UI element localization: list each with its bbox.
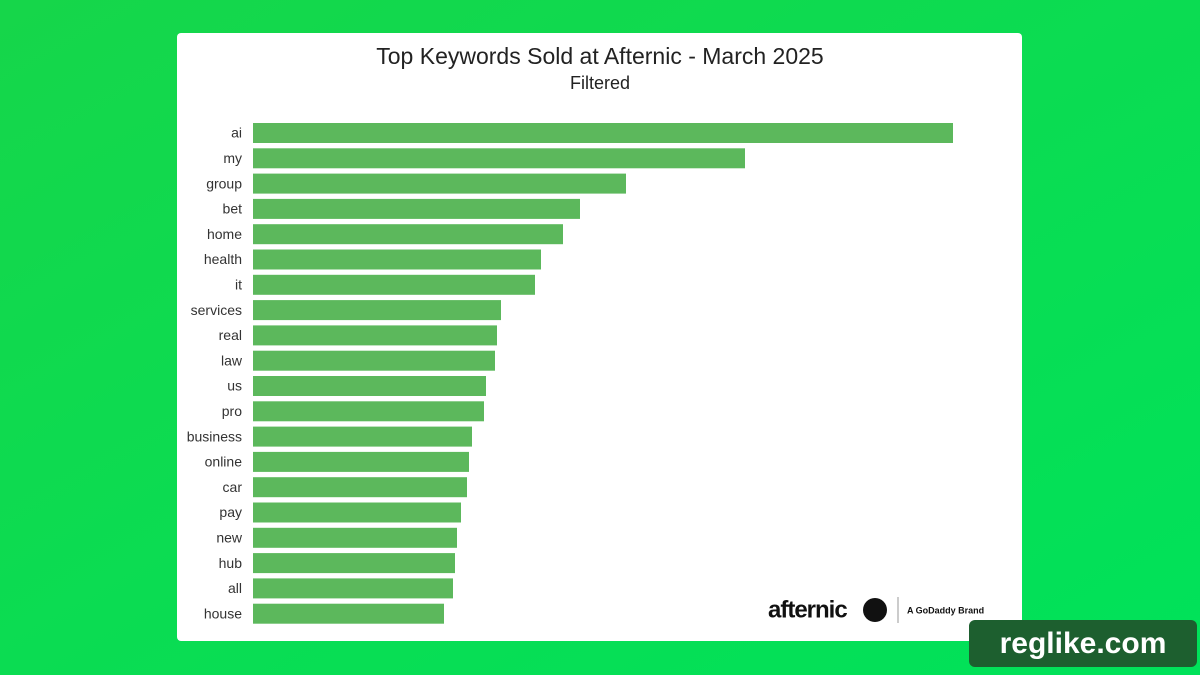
chart-subtitle: Filtered xyxy=(570,73,630,93)
bar xyxy=(253,578,453,599)
y-tick-label: real xyxy=(219,327,242,343)
bar xyxy=(253,401,484,422)
y-tick-label: health xyxy=(204,251,242,267)
y-tick-label: house xyxy=(204,605,242,621)
y-tick-label: group xyxy=(206,175,242,191)
y-tick-label: business xyxy=(187,428,242,444)
y-tick-label: services xyxy=(191,302,242,318)
bar xyxy=(253,502,461,523)
bar xyxy=(253,325,497,346)
bar xyxy=(253,350,495,371)
y-tick-label: all xyxy=(228,580,242,596)
y-tick-label: pay xyxy=(219,504,242,520)
bar xyxy=(253,148,745,169)
bar xyxy=(253,553,455,574)
y-tick-label: home xyxy=(207,226,242,242)
bar xyxy=(253,300,501,321)
bars: ai my group bet home health it services real law u… xyxy=(187,123,953,624)
brand-tagline: A GoDaddy Brand xyxy=(907,605,984,615)
bar xyxy=(253,451,469,472)
y-tick-label: online xyxy=(205,454,243,470)
y-tick-label: law xyxy=(221,352,243,368)
bar xyxy=(253,376,486,396)
y-tick-label: pro xyxy=(222,403,242,419)
y-tick-label: ai xyxy=(231,125,242,141)
bar xyxy=(253,274,535,295)
watermark: reglike.com xyxy=(1000,627,1167,660)
y-tick-label: bet xyxy=(223,201,243,217)
bar xyxy=(253,477,467,498)
y-tick-label: my xyxy=(223,150,242,166)
bar xyxy=(253,173,626,194)
bar xyxy=(253,426,472,447)
bar xyxy=(253,198,580,219)
bar xyxy=(253,527,457,548)
bar xyxy=(253,123,953,143)
brand-logo: afternic xyxy=(768,596,847,623)
logo-icon xyxy=(863,598,887,622)
y-tick-label: us xyxy=(227,378,242,394)
bar xyxy=(253,224,563,245)
bar xyxy=(253,603,444,624)
y-tick-label: car xyxy=(223,479,243,495)
y-tick-label: new xyxy=(216,530,243,546)
watermark-box xyxy=(969,620,1197,667)
chart-title: Top Keywords Sold at Afternic - March 20… xyxy=(376,43,823,69)
y-tick-label: it xyxy=(235,277,242,293)
y-tick-label: hub xyxy=(219,555,243,571)
bar xyxy=(253,249,541,270)
